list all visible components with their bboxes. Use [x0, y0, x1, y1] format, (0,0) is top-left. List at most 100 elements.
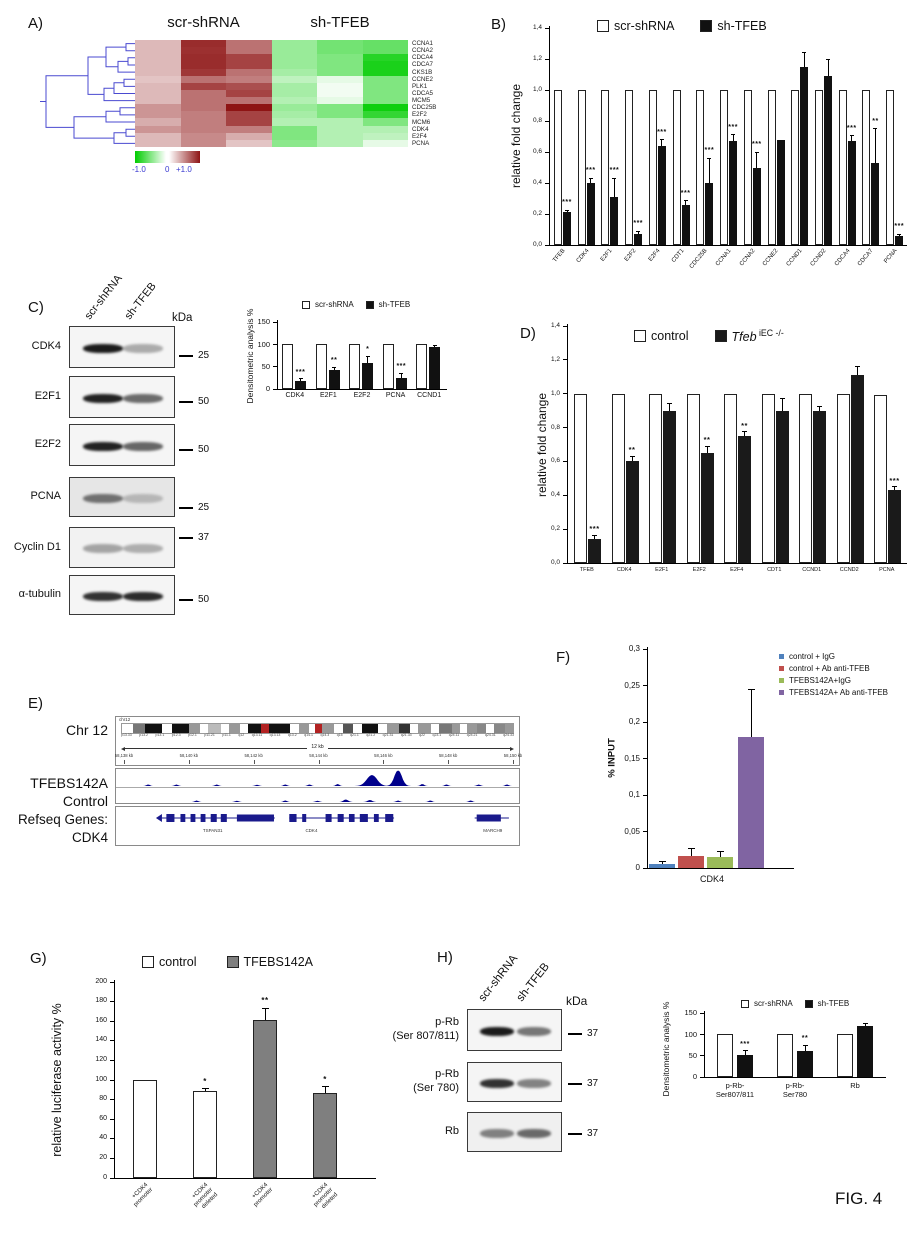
- heatmap-cell: [226, 75, 272, 83]
- marker-label: 37: [198, 532, 210, 544]
- bar: [738, 736, 764, 868]
- legend-swatch: [779, 678, 784, 683]
- y-tick-label: 0,1: [628, 790, 640, 800]
- y-tick: [643, 758, 647, 759]
- ideogram-band: [248, 724, 261, 733]
- ideogram-band: [386, 724, 400, 733]
- error-bar: [324, 1086, 326, 1093]
- band-label: p13.2: [139, 733, 148, 737]
- blot-box: [69, 527, 175, 568]
- bar: [611, 393, 625, 563]
- error-bar: [708, 158, 710, 183]
- gene-exon: [476, 814, 501, 822]
- panel-h-label: H): [437, 949, 453, 966]
- blot-row-label: α-tubulin: [18, 588, 61, 601]
- x-category-label: E2F1: [655, 567, 669, 573]
- legend-swatch: [302, 300, 310, 309]
- heatmap-cell: [362, 82, 408, 90]
- heatmap-cell: [135, 68, 181, 76]
- panel-b-legend: scr-shRNA sh-TFEB: [597, 19, 767, 33]
- heatmap-cell: [317, 89, 363, 98]
- legend-item: control + Ab anti-TFEB: [779, 664, 870, 673]
- band-label: p11.21: [204, 733, 215, 737]
- heatmap-cell: [317, 118, 363, 126]
- ideogram-band: [189, 724, 200, 733]
- y-tick-label: 0,2: [550, 525, 560, 533]
- bar: [625, 461, 639, 563]
- y-tick-label: 1,2: [550, 355, 560, 363]
- band-label: q24.21: [466, 733, 478, 737]
- legend-swatch: [779, 690, 784, 695]
- y-tick: [110, 1177, 114, 1179]
- blot-box: [467, 1009, 562, 1051]
- error-bar-cap: [629, 455, 635, 457]
- heatmap-gene-labels: CCNA1 CCNA2 CDCA4 CDCA7 CKS1B CCNE2 PLK1 CDCA5 M…: [412, 40, 436, 147]
- legend-swatch: [597, 20, 609, 32]
- legend-item: scr-shRNA: [597, 19, 674, 33]
- heatmap-cell: [135, 40, 181, 48]
- bar: [193, 1090, 217, 1178]
- error-bar: [264, 1008, 266, 1021]
- bar: [836, 393, 850, 563]
- y-tick: [545, 182, 549, 184]
- heatmap-cell: [362, 61, 408, 69]
- bar: [315, 344, 327, 389]
- panel-e-refseq-label: Refseq Genes:: [17, 812, 108, 827]
- heatmap-cell: [135, 97, 181, 105]
- error-bar: [367, 356, 369, 364]
- error-bar-cap: [612, 177, 617, 179]
- band-label: q22: [419, 733, 425, 737]
- bar: [862, 90, 871, 245]
- gene-exon: [337, 814, 344, 822]
- y-tick: [563, 562, 567, 564]
- error-bar: [898, 234, 900, 236]
- error-bar: [803, 52, 805, 67]
- blot-band: [82, 544, 123, 553]
- significance-stars: ***: [889, 475, 900, 485]
- ideogram-band: [409, 724, 419, 733]
- chrom-label: chr12: [119, 717, 131, 722]
- heatmap-cell: [135, 75, 181, 83]
- error-bar: [590, 178, 592, 183]
- y-tick-label: 150: [684, 1008, 697, 1018]
- bar: [395, 377, 407, 389]
- tfebs142a-track: [116, 770, 519, 786]
- marker-label: 37: [587, 1128, 599, 1139]
- ruler-tick: [318, 760, 320, 764]
- ideogram-band: [269, 724, 291, 733]
- blot-row-label: Cyclin D1: [13, 540, 61, 553]
- y-tick-label: 0: [692, 1072, 697, 1082]
- ideogram-band: [418, 724, 431, 733]
- heatmap-cell: [180, 104, 226, 112]
- y-axis: [647, 647, 648, 869]
- heatmap-cell: [271, 118, 317, 126]
- y-tick-label: 0,15: [624, 753, 640, 763]
- significance-stars: **: [261, 996, 269, 1006]
- error-bar: [856, 366, 858, 376]
- heatmap-cell: [271, 104, 317, 112]
- heatmap-cell: [271, 125, 317, 133]
- heatmap-group-label-sh: sh-TFEB: [310, 14, 370, 31]
- bar: [610, 196, 619, 245]
- bar: [577, 90, 586, 245]
- ruler-tick-label: 58,146 kb: [374, 753, 393, 758]
- error-bar-cap: [659, 139, 664, 141]
- chr12-ideogram: [121, 723, 514, 734]
- x-axis: [114, 1178, 376, 1179]
- error-bar-cap: [201, 1088, 209, 1090]
- error-bar-cap: [399, 372, 404, 374]
- bar: [720, 90, 729, 245]
- ideogram-band: [315, 724, 322, 733]
- blot-band: [82, 343, 123, 353]
- ideogram-band: [439, 724, 453, 733]
- heatmap-colorbar: -1.0 0 +1.0: [132, 151, 225, 175]
- heatmap-cell: [135, 125, 181, 133]
- legend-swatch: [634, 330, 646, 343]
- heatmap-cell: [180, 61, 226, 69]
- panel-h-densitometry-legend: scr-shRNA sh-TFEB: [741, 999, 849, 1008]
- gene-exon: [210, 814, 217, 822]
- panel-c-label: C): [28, 299, 44, 316]
- heatmap-gene-label: CDCA4: [412, 54, 433, 62]
- bar: [362, 363, 374, 389]
- y-tick: [643, 794, 647, 796]
